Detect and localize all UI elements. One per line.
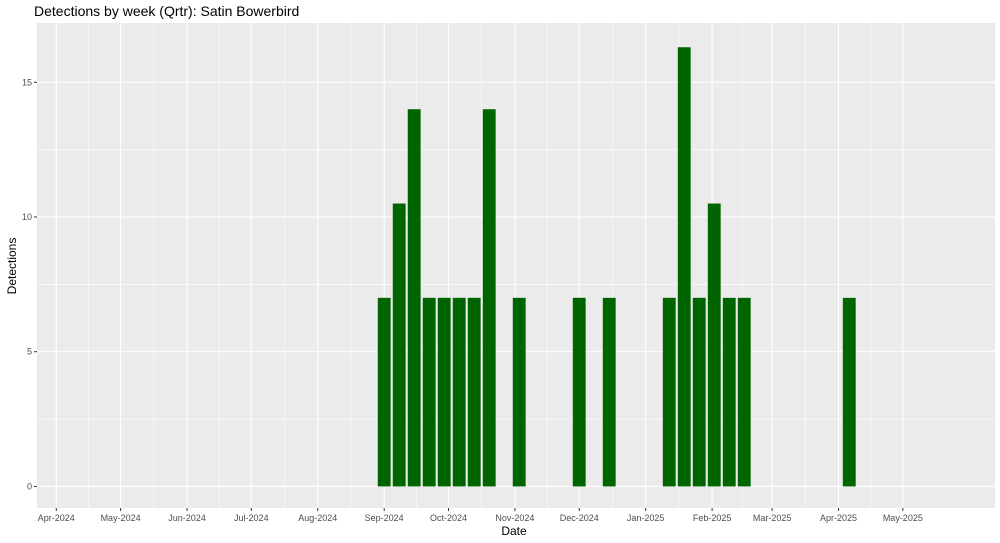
x-axis: Apr-2024 May-2024 Jun-2024 Jul-2024 Aug-2024… (38, 508, 923, 523)
x-axis-label: Date (501, 524, 527, 538)
x-tick-label: Feb-2025 (693, 513, 732, 523)
x-tick-label: May-2024 (101, 513, 141, 523)
y-tick-label: 5 (27, 347, 32, 357)
x-tick-label: Aug-2024 (298, 513, 337, 523)
bar (467, 297, 481, 487)
x-tick-label: Jun-2024 (168, 513, 206, 523)
bar (842, 297, 856, 487)
x-tick-label: Oct-2024 (430, 513, 467, 523)
y-tick-label: 10 (22, 212, 32, 222)
bar (737, 297, 751, 487)
bar (692, 297, 706, 487)
bar (407, 109, 421, 487)
x-tick-label: Nov-2024 (495, 513, 534, 523)
bar (722, 297, 736, 487)
y-tick-label: 15 (22, 77, 32, 87)
bar (392, 203, 406, 487)
x-tick-label: Apr-2024 (38, 513, 75, 523)
x-tick-label: Mar-2025 (753, 513, 792, 523)
y-axis: 0 5 10 15 (22, 77, 37, 491)
bar (377, 297, 391, 487)
minor-gridlines (37, 23, 995, 508)
y-tick-label: 0 (27, 481, 32, 491)
chart-title: Detections by week (Qrtr): Satin Bowerbi… (34, 3, 300, 19)
bars (377, 47, 856, 487)
bar (512, 297, 526, 487)
x-tick-label: Apr-2025 (820, 513, 857, 523)
x-tick-label: Jul-2024 (234, 513, 269, 523)
bar (422, 297, 436, 487)
bar (677, 47, 691, 487)
bar (452, 297, 466, 487)
x-tick-label: Dec-2024 (560, 513, 599, 523)
bar (482, 109, 496, 487)
bar (662, 297, 676, 487)
bar (707, 203, 721, 487)
bar (437, 297, 451, 487)
bar (602, 297, 616, 487)
x-tick-label: Sep-2024 (365, 513, 404, 523)
x-tick-label: May-2025 (883, 513, 923, 523)
bar (572, 297, 586, 487)
x-tick-label: Jan-2025 (627, 513, 665, 523)
